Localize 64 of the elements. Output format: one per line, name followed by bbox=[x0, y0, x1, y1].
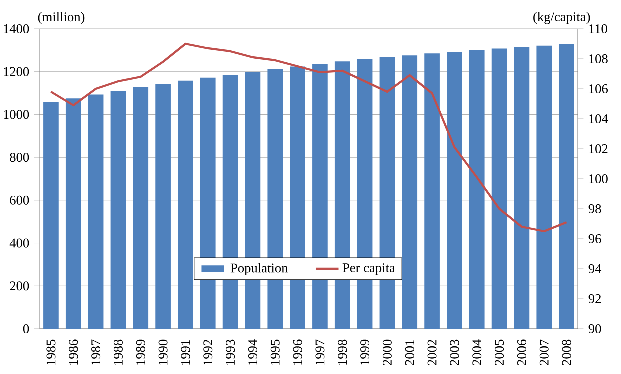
bar bbox=[156, 84, 171, 329]
x-tick-label: 2008 bbox=[562, 340, 572, 366]
x-tick-label: 1986 bbox=[69, 340, 78, 365]
bar bbox=[44, 102, 59, 329]
bar bbox=[133, 87, 149, 329]
y-tick-label: 1000 bbox=[4, 110, 30, 120]
legend-label: Population bbox=[230, 263, 288, 276]
y2-tick-label: 98 bbox=[588, 204, 602, 214]
x-tick-label: 1998 bbox=[338, 340, 348, 365]
y2-tick-label: 94 bbox=[588, 264, 602, 274]
y-tick-label: 1200 bbox=[4, 67, 30, 76]
x-tick-label: 1994 bbox=[248, 340, 258, 365]
x-tick-label: 1990 bbox=[158, 340, 168, 365]
x-tick-label: 1992 bbox=[204, 340, 213, 365]
y-axis-title: (million) bbox=[38, 12, 85, 24]
x-tick-label: 2000 bbox=[382, 340, 392, 366]
bar bbox=[402, 56, 418, 329]
y2-tick-label: 100 bbox=[590, 174, 608, 184]
y-tick-label: 1400 bbox=[4, 24, 30, 34]
x-tick-label: 1995 bbox=[270, 340, 280, 365]
bar bbox=[200, 78, 216, 329]
x-tick-label: 2004 bbox=[472, 340, 482, 366]
y2-axis-title: (kg/capita) bbox=[534, 12, 590, 24]
x-tick-label: 1985 bbox=[46, 340, 56, 365]
x-tick-label: 1989 bbox=[136, 340, 146, 365]
bar bbox=[536, 46, 552, 329]
x-tick-label: 2002 bbox=[428, 340, 437, 366]
x-tick-label: 1993 bbox=[226, 340, 236, 365]
bar bbox=[559, 44, 574, 329]
bar bbox=[110, 91, 126, 329]
x-tick-label: 1996 bbox=[293, 340, 302, 365]
x-tick-label: 2007 bbox=[540, 340, 549, 366]
y-tick-label: 0 bbox=[23, 324, 30, 334]
y2-tick-label: 106 bbox=[590, 84, 608, 94]
bar bbox=[469, 50, 485, 329]
y2-tick-label: 90 bbox=[588, 324, 602, 334]
bar bbox=[290, 66, 306, 329]
y2-tick-label: 102 bbox=[590, 144, 608, 154]
y2-tick-label: 92 bbox=[588, 294, 601, 304]
y2-tick-label: 110 bbox=[590, 24, 608, 34]
bar bbox=[447, 52, 462, 329]
bar bbox=[514, 47, 530, 329]
y2-tick-label: 96 bbox=[588, 234, 602, 244]
bar bbox=[88, 94, 104, 329]
bar bbox=[178, 80, 194, 329]
x-tick-label: 2003 bbox=[450, 340, 460, 366]
x-tick-label: 2006 bbox=[517, 340, 526, 366]
y-tick-label: 200 bbox=[10, 282, 30, 291]
y2-tick-label: 108 bbox=[590, 54, 608, 64]
bar bbox=[66, 98, 82, 329]
x-tick-label: 1988 bbox=[114, 340, 123, 365]
x-tick-label: 1987 bbox=[92, 340, 101, 365]
x-tick-label: 1999 bbox=[360, 340, 370, 365]
x-tick-label: 1997 bbox=[316, 340, 325, 365]
x-tick-label: 2001 bbox=[405, 340, 414, 366]
x-tick-label: 2005 bbox=[495, 340, 504, 366]
y-tick-label: 400 bbox=[10, 238, 30, 248]
bar bbox=[492, 48, 508, 329]
y-tick-label: 800 bbox=[10, 153, 30, 162]
y-tick-label: 600 bbox=[10, 196, 30, 205]
y2-tick-label: 104 bbox=[590, 114, 608, 124]
x-tick-label: 1991 bbox=[181, 340, 190, 365]
legend-label: Per capita bbox=[342, 264, 396, 276]
bar bbox=[424, 54, 440, 329]
